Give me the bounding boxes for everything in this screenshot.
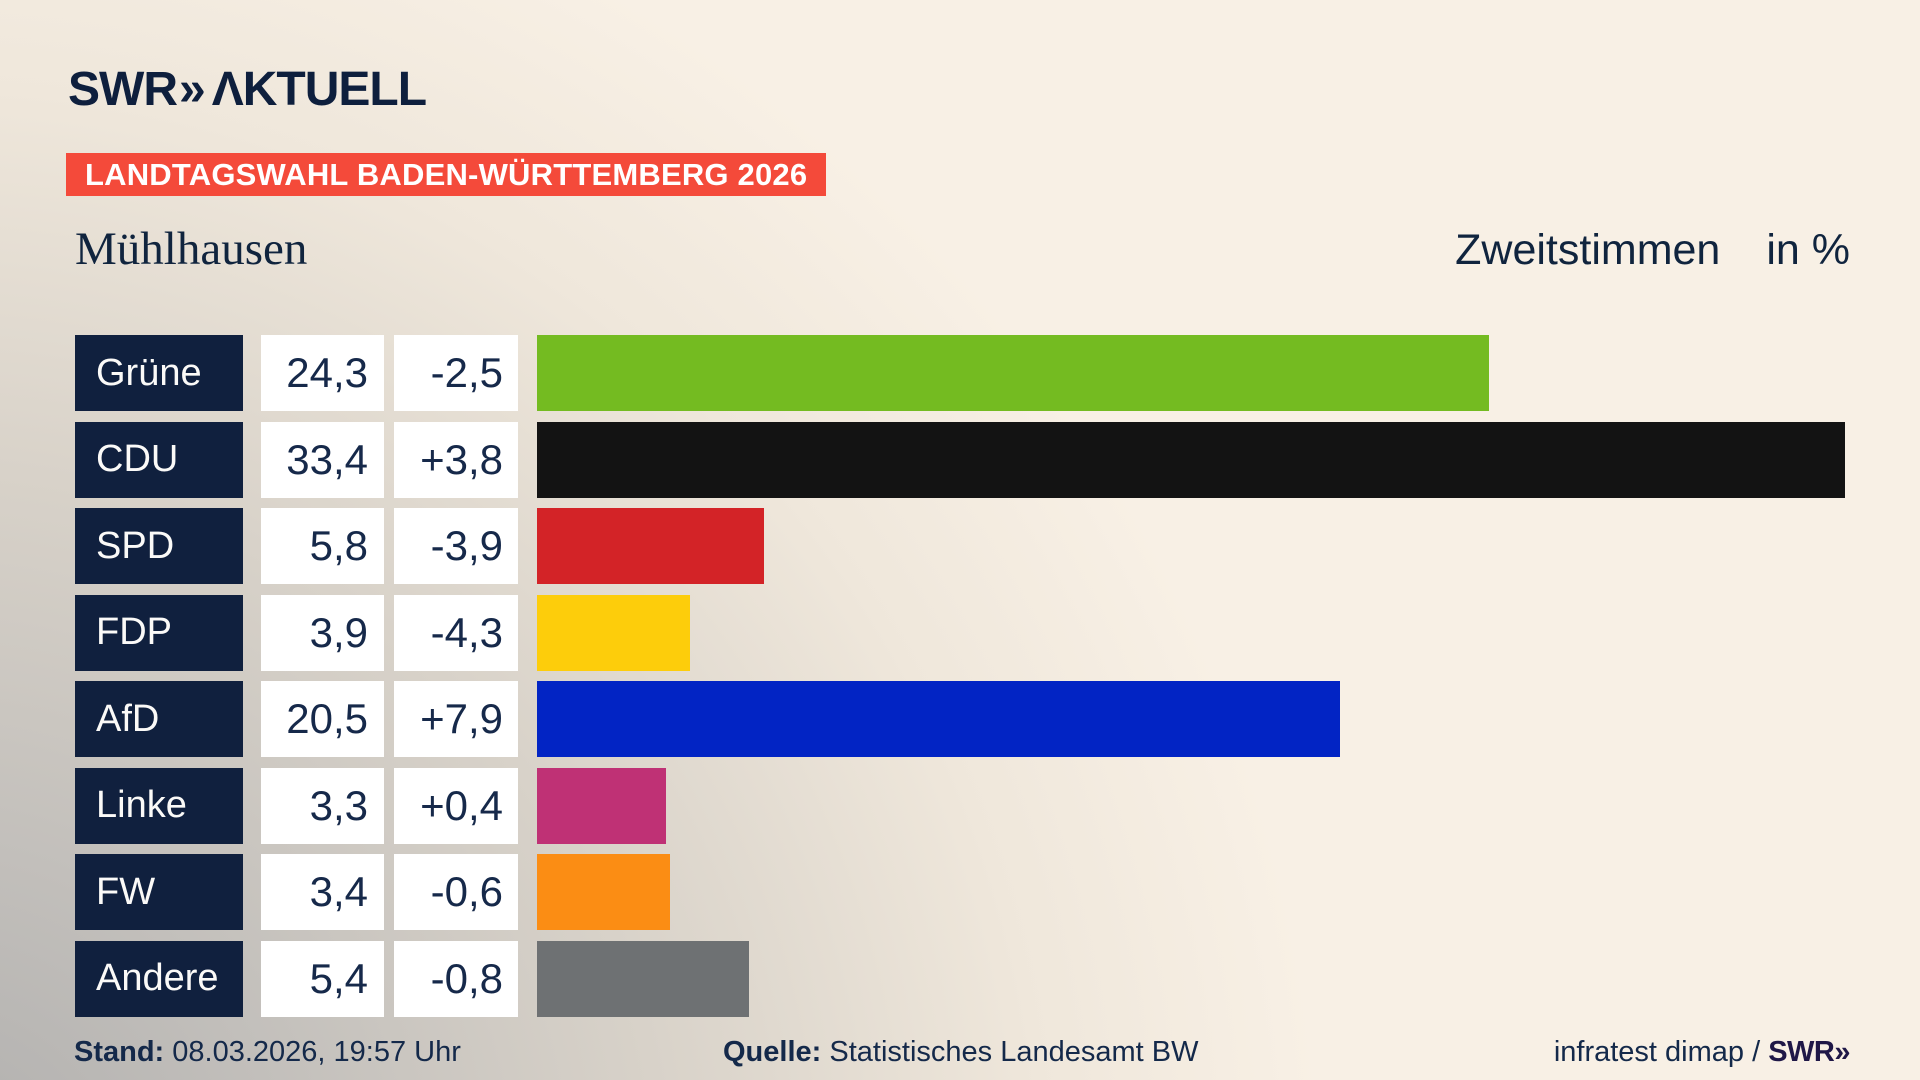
chart-row: AfD 20,5 +7,9 <box>75 681 1845 757</box>
party-label: Linke <box>75 767 243 844</box>
election-badge: LANDTAGSWAHL BADEN-WÜRTTEMBERG 2026 <box>66 153 827 196</box>
credit-text: infratest dimap / <box>1553 1036 1769 1068</box>
credit-note: infratest dimap / SWR» <box>1553 1036 1851 1069</box>
bar-track <box>537 681 1845 757</box>
aktuell-logo-text: ΛKTUELL <box>211 63 427 116</box>
stand-value: 08.03.2026, 19:57 Uhr <box>164 1036 461 1068</box>
chart-row: Andere 5,4 -0,8 <box>75 940 1845 1017</box>
party-label: FDP <box>75 594 243 671</box>
bar-track <box>537 421 1845 498</box>
bar <box>537 508 765 584</box>
bar-track <box>537 767 1845 844</box>
bar <box>537 854 671 930</box>
footer: Stand: 08.03.2026, 19:57 Uhr Quelle: Sta… <box>0 1034 1920 1076</box>
party-label: SPD <box>75 508 243 584</box>
measure-label: Zweitstimmen <box>1455 226 1721 274</box>
swr-aktuell-logo: SWR» ΛKTUELL <box>68 62 427 117</box>
page-title-measure: Zweitstimmen in % <box>1455 226 1850 275</box>
chart-row: FDP 3,9 -4,3 <box>75 594 1845 671</box>
chart-row: Grüne 24,3 -2,5 <box>75 335 1845 411</box>
value-cell: 3,9 <box>261 594 384 671</box>
bar-track <box>537 508 1845 584</box>
swr-logo-text: SWR <box>68 63 178 116</box>
source-label: Quelle: <box>723 1036 822 1068</box>
diff-cell: +3,8 <box>394 421 518 498</box>
double-chevron-icon: » <box>178 63 206 116</box>
bar <box>537 421 1845 498</box>
bar-track <box>537 854 1845 930</box>
bar-track <box>537 335 1845 411</box>
source-note: Quelle: Statistisches Landesamt BW <box>723 1036 1198 1069</box>
value-cell: 20,5 <box>261 681 384 757</box>
bar <box>537 767 667 844</box>
bar-track <box>537 594 1845 671</box>
stand-label: Stand: <box>74 1036 165 1068</box>
swr-footer-logo: SWR» <box>1768 1036 1850 1068</box>
diff-cell: -0,6 <box>394 854 518 930</box>
source-value: Statistisches Landesamt BW <box>821 1036 1199 1068</box>
diff-cell: -4,3 <box>394 594 518 671</box>
bar <box>537 681 1340 757</box>
diff-cell: -0,8 <box>394 940 518 1017</box>
party-label: Grüne <box>75 335 243 411</box>
stand-timestamp: Stand: 08.03.2026, 19:57 Uhr <box>74 1036 461 1069</box>
chart-row: FW 3,4 -0,6 <box>75 854 1845 930</box>
chart-row: SPD 5,8 -3,9 <box>75 508 1845 584</box>
diff-cell: +0,4 <box>394 767 518 844</box>
bar-chart: Grüne 24,3 -2,5 CDU 33,4 +3,8 SPD 5,8 -3,9 FDP 3,9… <box>75 335 1845 1027</box>
bar <box>537 940 749 1017</box>
chart-row: CDU 33,4 +3,8 <box>75 421 1845 498</box>
value-cell: 33,4 <box>261 421 384 498</box>
bar <box>537 594 690 671</box>
party-label: Andere <box>75 940 243 1017</box>
value-cell: 3,4 <box>261 854 384 930</box>
chart-row: Linke 3,3 +0,4 <box>75 767 1845 844</box>
party-label: FW <box>75 854 243 930</box>
value-cell: 5,8 <box>261 508 384 584</box>
bar-track <box>537 940 1845 1017</box>
value-cell: 5,4 <box>261 940 384 1017</box>
party-label: CDU <box>75 421 243 498</box>
party-label: AfD <box>75 681 243 757</box>
value-cell: 24,3 <box>261 335 384 411</box>
page-title-place: Mühlhausen <box>75 223 308 275</box>
diff-cell: -3,9 <box>394 508 518 584</box>
title-row: Mühlhausen Zweitstimmen in % <box>75 222 1850 276</box>
diff-cell: +7,9 <box>394 681 518 757</box>
unit-label: in % <box>1766 226 1850 274</box>
bar <box>537 335 1489 411</box>
diff-cell: -2,5 <box>394 335 518 411</box>
value-cell: 3,3 <box>261 767 384 844</box>
